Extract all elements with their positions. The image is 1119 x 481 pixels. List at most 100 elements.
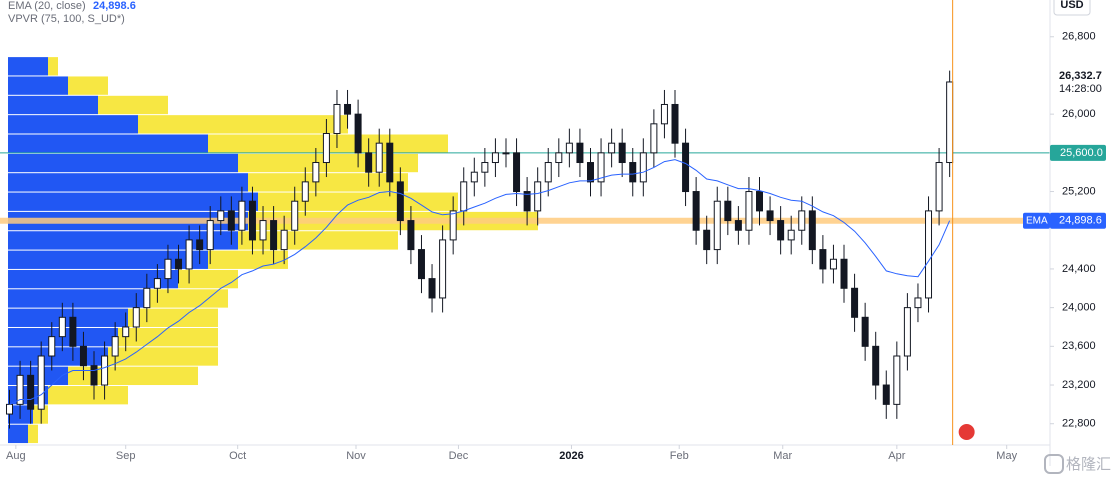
- candle-body: [460, 181, 468, 212]
- volume-profile-bar: [8, 153, 238, 173]
- candle-body: [259, 220, 267, 241]
- volume-profile-bar: [8, 424, 28, 444]
- event-icon: [958, 424, 975, 440]
- candle-body: [734, 220, 742, 231]
- candle-body: [101, 355, 109, 386]
- candle-body: [629, 162, 637, 183]
- volume-profile-bar: [8, 134, 208, 153]
- x-tick-label: 2026: [559, 450, 583, 462]
- x-tick-label: Feb: [670, 450, 689, 462]
- volume-profile-bar: [8, 347, 108, 366]
- candle-body: [946, 81, 954, 164]
- candle-body: [227, 210, 235, 231]
- x-tick-label: Apr: [888, 450, 905, 462]
- vpvr-legend: VPVR (75, 100, S_UD*): [8, 13, 125, 25]
- currency-box[interactable]: [1053, 0, 1091, 16]
- last-price-label: 26,332.7: [1059, 70, 1102, 82]
- candle-body: [829, 258, 837, 270]
- candle-body: [660, 103, 668, 125]
- candle-body: [534, 181, 542, 212]
- y-tick-label: 26,000: [1062, 108, 1096, 120]
- currency[interactable]: USD: [1060, 0, 1083, 11]
- candle-body: [798, 210, 806, 231]
- candle-body: [787, 229, 795, 241]
- volume-profile-bar: [8, 308, 128, 327]
- volume-profile-bar: [8, 115, 138, 134]
- candle-body: [344, 103, 352, 115]
- ema-name-tag-label: EMA: [1026, 215, 1048, 226]
- candle-body: [745, 191, 753, 231]
- candle-body: [301, 181, 309, 202]
- price-tag: [1050, 144, 1106, 161]
- candle-body: [217, 210, 225, 222]
- x-tick-label: Sep: [116, 450, 136, 462]
- candle-body: [576, 142, 584, 164]
- candle-body: [650, 123, 658, 154]
- volume-profile-bar: [8, 250, 208, 269]
- candle-body: [703, 229, 711, 251]
- ema-legend-value: 24,898.6: [93, 0, 136, 12]
- ema-legend: EMA (20, close): [8, 0, 86, 12]
- candle-body: [417, 249, 425, 280]
- volume-profile-bar: [148, 289, 228, 308]
- candle-body: [365, 152, 373, 173]
- candle-body: [893, 355, 901, 405]
- candle-body: [618, 142, 626, 164]
- volume-profile-bar: [208, 250, 288, 269]
- candle-body: [597, 152, 605, 183]
- candle-body: [903, 307, 911, 357]
- countdown-label: 14:28:00: [1059, 83, 1102, 95]
- candle-body: [185, 239, 193, 270]
- candle-body: [914, 297, 922, 309]
- candle-body: [544, 162, 552, 183]
- candle-body: [491, 152, 499, 164]
- candle-body: [164, 258, 172, 280]
- volume-profile-bar: [248, 173, 408, 192]
- candle-body: [153, 278, 161, 289]
- candle-body: [756, 191, 764, 212]
- candle-body: [840, 258, 848, 289]
- candle-body: [312, 162, 320, 183]
- candle-body: [872, 345, 880, 386]
- volume-profile-bar: [8, 173, 248, 192]
- y-tick-label: 25,200: [1062, 185, 1096, 197]
- candle-body: [925, 210, 933, 299]
- volume-profile-bar: [48, 386, 128, 405]
- volume-profile-bar: [8, 231, 238, 250]
- candle-body: [428, 278, 436, 299]
- volume-profile-bar: [128, 308, 218, 327]
- volume-profile-bar: [68, 366, 198, 386]
- volume-profile-bar: [48, 57, 58, 76]
- ema-value-tag-label: 24,898.6: [1059, 215, 1102, 227]
- candle-body: [386, 142, 394, 183]
- candle-body: [322, 133, 330, 164]
- candle-body: [122, 326, 130, 338]
- volume-profile-bar: [28, 424, 38, 444]
- x-tick-label: Aug: [6, 450, 26, 462]
- candle-body: [48, 336, 56, 357]
- price-tag-label: 25,600.0: [1060, 147, 1103, 159]
- candle-body: [27, 374, 35, 410]
- candle-body: [502, 152, 510, 155]
- candle-body: [861, 316, 869, 347]
- ema-value-tag: [1050, 212, 1106, 229]
- volume-profile-bar: [8, 57, 48, 76]
- x-tick-label: Mar: [773, 450, 792, 462]
- candle-body: [16, 374, 24, 405]
- candle-body: [639, 152, 647, 183]
- volume-profile-bar: [8, 192, 258, 211]
- volume-profile-bar: [238, 231, 398, 250]
- candle-body: [69, 316, 77, 347]
- candle-body: [671, 103, 679, 144]
- ema-name-tag: [1023, 212, 1050, 229]
- candle-body: [37, 355, 45, 410]
- watermark-text: 格隆汇: [1066, 456, 1111, 473]
- candle-body: [90, 365, 98, 386]
- candle-body: [523, 191, 531, 212]
- candle-body: [248, 200, 256, 241]
- candle-body: [143, 287, 151, 309]
- volume-profile-bar: [98, 95, 168, 115]
- volume-profile-bar: [68, 76, 108, 95]
- x-tick-label: Oct: [229, 450, 246, 462]
- candle-body: [565, 142, 573, 154]
